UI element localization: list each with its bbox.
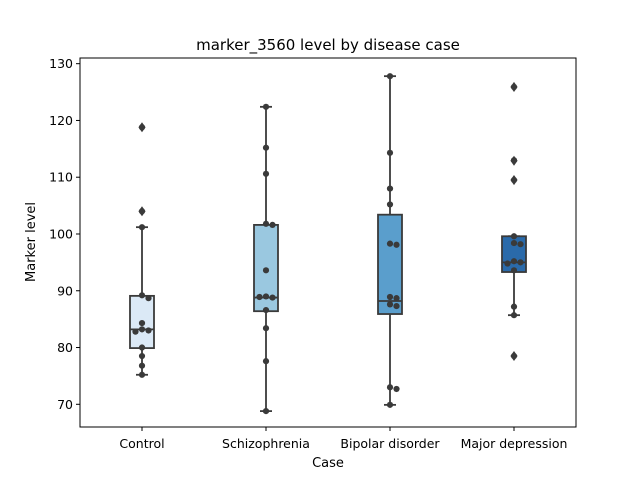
data-point <box>138 352 146 360</box>
data-point <box>510 258 518 265</box>
y-tick-label: 120 <box>49 113 73 128</box>
data-point <box>138 344 146 351</box>
data-point <box>262 325 270 332</box>
plot-marks <box>129 73 527 415</box>
data-point <box>386 185 394 192</box>
y-tick-label: 90 <box>57 283 73 298</box>
data-point <box>510 352 518 360</box>
data-point <box>510 83 518 91</box>
y-axis-title: Marker level <box>24 202 39 282</box>
data-point <box>386 384 394 391</box>
data-point <box>504 260 511 267</box>
data-point <box>138 124 146 131</box>
data-point <box>269 221 276 229</box>
data-point <box>262 408 270 415</box>
data-point <box>386 301 394 308</box>
data-point <box>262 306 270 314</box>
x-axis-title: Case <box>312 456 344 471</box>
y-tick-label: 110 <box>49 170 73 185</box>
data-point <box>510 157 518 164</box>
data-point <box>138 371 146 378</box>
data-point <box>393 302 400 310</box>
x-tick-label: Control <box>119 436 164 451</box>
data-point <box>138 320 146 327</box>
data-point <box>393 385 400 393</box>
data-point <box>510 239 518 247</box>
plot-frame <box>79 57 577 428</box>
data-point <box>386 201 394 208</box>
x-tick-label: Major depression <box>461 436 568 451</box>
data-point <box>145 327 152 334</box>
data-point <box>138 292 146 299</box>
data-point <box>269 294 276 301</box>
data-point <box>262 220 270 227</box>
data-point <box>517 259 524 266</box>
data-point <box>138 224 146 231</box>
data-point <box>510 303 518 310</box>
data-point <box>145 295 152 302</box>
data-point <box>386 73 394 80</box>
data-point <box>386 149 394 156</box>
data-point <box>262 293 270 300</box>
data-point <box>262 170 270 177</box>
data-point <box>510 312 518 319</box>
chart-title: marker_3560 level by disease case <box>196 36 460 55</box>
data-point <box>138 326 146 333</box>
y-tick-label: 80 <box>57 340 73 355</box>
data-point <box>386 240 394 247</box>
data-point <box>510 233 518 240</box>
y-axis: 70 80 90 100 110 120 130 <box>49 56 80 412</box>
data-point <box>386 293 394 301</box>
data-point <box>138 208 146 215</box>
y-tick-label: 70 <box>57 397 73 412</box>
data-point <box>132 328 139 335</box>
data-point <box>510 176 518 184</box>
data-point <box>262 144 270 151</box>
y-tick-label: 100 <box>49 226 73 241</box>
data-point <box>262 267 270 274</box>
data-point <box>262 358 270 365</box>
data-point <box>138 362 146 369</box>
data-point <box>510 267 518 274</box>
data-point <box>393 241 400 248</box>
data-point <box>256 293 263 301</box>
data-point <box>393 295 400 302</box>
x-axis: Control Schizophrenia Bipolar disorder Majo… <box>119 427 567 451</box>
data-point <box>517 241 524 248</box>
data-point <box>262 103 270 110</box>
data-point <box>386 401 394 408</box>
x-tick-label: Bipolar disorder <box>340 436 440 451</box>
x-tick-label: Schizophrenia <box>222 436 310 451</box>
y-tick-label: 130 <box>49 56 73 71</box>
